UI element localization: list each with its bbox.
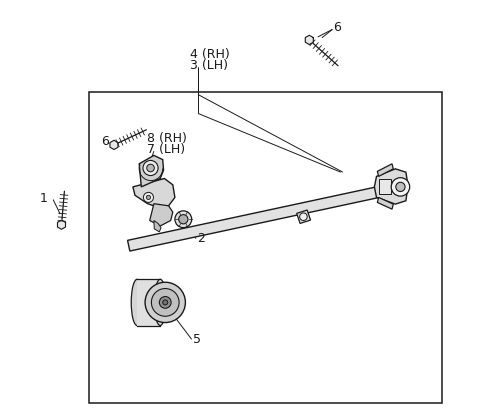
Circle shape: [391, 178, 410, 196]
Ellipse shape: [131, 279, 143, 326]
Polygon shape: [150, 204, 173, 226]
Circle shape: [147, 164, 155, 172]
Circle shape: [396, 182, 405, 192]
Text: 8 (RH): 8 (RH): [147, 132, 187, 145]
Polygon shape: [305, 35, 313, 45]
Polygon shape: [374, 169, 408, 204]
Polygon shape: [139, 155, 164, 187]
Circle shape: [143, 160, 158, 176]
Circle shape: [175, 211, 192, 228]
Text: 2: 2: [197, 232, 205, 245]
Polygon shape: [297, 210, 311, 223]
Polygon shape: [133, 178, 175, 208]
Polygon shape: [58, 220, 65, 229]
Text: 7 (LH): 7 (LH): [147, 143, 185, 156]
Polygon shape: [377, 197, 393, 209]
Text: 4 (RH): 4 (RH): [190, 48, 229, 61]
Circle shape: [163, 300, 168, 305]
Circle shape: [179, 215, 188, 224]
Circle shape: [300, 213, 307, 220]
Bar: [137, 279, 160, 326]
Circle shape: [146, 195, 151, 200]
Text: 1: 1: [39, 192, 47, 205]
Polygon shape: [110, 140, 118, 150]
Circle shape: [151, 289, 179, 316]
Text: 6: 6: [101, 135, 109, 148]
Circle shape: [159, 297, 171, 308]
Polygon shape: [154, 220, 161, 232]
Text: 5: 5: [193, 333, 201, 346]
Text: 6: 6: [333, 21, 341, 34]
Polygon shape: [379, 178, 391, 194]
Polygon shape: [377, 164, 393, 176]
Polygon shape: [128, 186, 384, 251]
Ellipse shape: [155, 279, 166, 326]
Circle shape: [144, 192, 154, 202]
Bar: [89, 92, 442, 403]
Text: 3 (LH): 3 (LH): [190, 59, 228, 72]
Circle shape: [145, 282, 185, 323]
